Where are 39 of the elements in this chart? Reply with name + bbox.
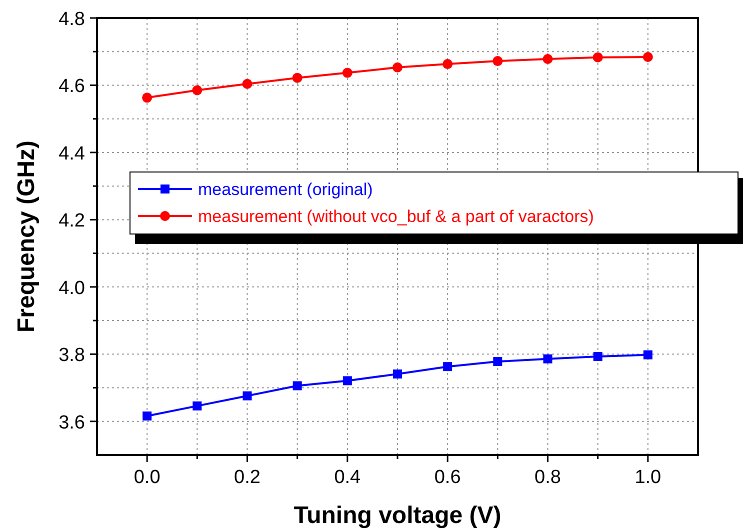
- x-tick-label: 1.0: [634, 467, 662, 488]
- y-tick-label: 3.6: [58, 412, 85, 434]
- legend-label: measurement (original): [198, 180, 373, 199]
- point: [642, 52, 653, 62]
- point: [342, 376, 352, 386]
- point: [593, 352, 602, 362]
- y-axis-title: Frequency (GHz): [13, 140, 40, 333]
- x-tick-label: 0.6: [434, 467, 461, 488]
- point: [392, 62, 402, 72]
- point: [242, 391, 252, 400]
- y-tick-label: 3.8: [58, 345, 85, 366]
- point: [142, 412, 152, 421]
- point: [393, 369, 402, 378]
- x-tick-label: 0.2: [234, 467, 260, 488]
- x-tick-label: 0.8: [534, 467, 561, 488]
- point: [592, 52, 603, 62]
- point: [192, 85, 202, 96]
- y-tick-label: 4.4: [58, 143, 86, 164]
- y-tick-label: 4.0: [58, 278, 85, 299]
- x-axis-title: Tuning voltage (V): [294, 502, 502, 529]
- point: [242, 78, 252, 89]
- legend-label: measurement (without vco_buf & a part of varactors): [198, 207, 594, 226]
- y-tick-label: 4.8: [58, 9, 85, 30]
- x-tick-label: 0.4: [334, 467, 362, 488]
- point: [142, 92, 152, 103]
- point: [192, 401, 202, 410]
- point: [492, 56, 503, 66]
- point: [292, 72, 302, 83]
- point: [493, 357, 502, 366]
- x-tick-label: 0.0: [134, 467, 160, 488]
- y-tick-label: 4.6: [58, 76, 85, 98]
- y-tick-label: 4.2: [58, 210, 85, 232]
- point: [542, 54, 553, 64]
- point: [443, 362, 452, 372]
- point: [643, 350, 652, 360]
- point: [342, 68, 352, 78]
- point: [543, 354, 552, 364]
- point: [292, 381, 302, 390]
- point: [442, 59, 453, 70]
